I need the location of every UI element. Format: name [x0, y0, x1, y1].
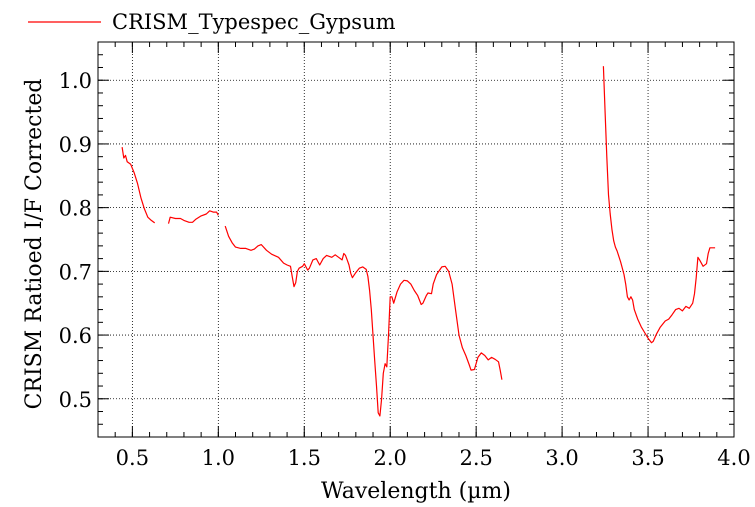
series-line-segment-4 — [602, 66, 716, 344]
x-tick-label: 1.0 — [202, 446, 235, 470]
x-tick-label: 1.5 — [288, 446, 321, 470]
series-line-segment-1 — [121, 147, 156, 224]
x-tick-label: 4.0 — [717, 446, 750, 470]
x-tick-label: 3.5 — [631, 446, 664, 470]
legend-label: CRISM_Typespec_Gypsum — [112, 10, 396, 34]
x-tick-label: 3.0 — [545, 446, 578, 470]
x-tick-label: 0.5 — [116, 446, 149, 470]
series-line-segment-3 — [224, 225, 503, 417]
y-tick-label: 0.5 — [59, 388, 92, 412]
grid-layer — [98, 42, 734, 437]
x-tick-label: 2.5 — [459, 446, 492, 470]
y-axis-label: CRISM Ratioed I/F Corrected — [22, 79, 47, 410]
tick-labels-layer: 0.5 1.0 1.5 2.0 2.5 3.0 3.5 4.0 0.5 0.6 0.7 0.8 0.9 1… — [59, 69, 751, 470]
plot-frame — [97, 41, 735, 438]
x-tick-label: 2.0 — [374, 446, 407, 470]
y-tick-label: 0.9 — [59, 133, 92, 157]
y-tick-label: 0.8 — [59, 197, 92, 221]
x-axis-label: Wavelength (µm) — [321, 479, 511, 503]
ticks-layer — [97, 41, 735, 438]
legend: CRISM_Typespec_Gypsum — [28, 10, 396, 34]
series-line-segment-2 — [167, 210, 219, 224]
series-layer — [121, 66, 716, 417]
y-tick-label: 1.0 — [59, 69, 92, 93]
y-tick-label: 0.7 — [59, 260, 92, 284]
y-tick-label: 0.6 — [59, 324, 92, 348]
